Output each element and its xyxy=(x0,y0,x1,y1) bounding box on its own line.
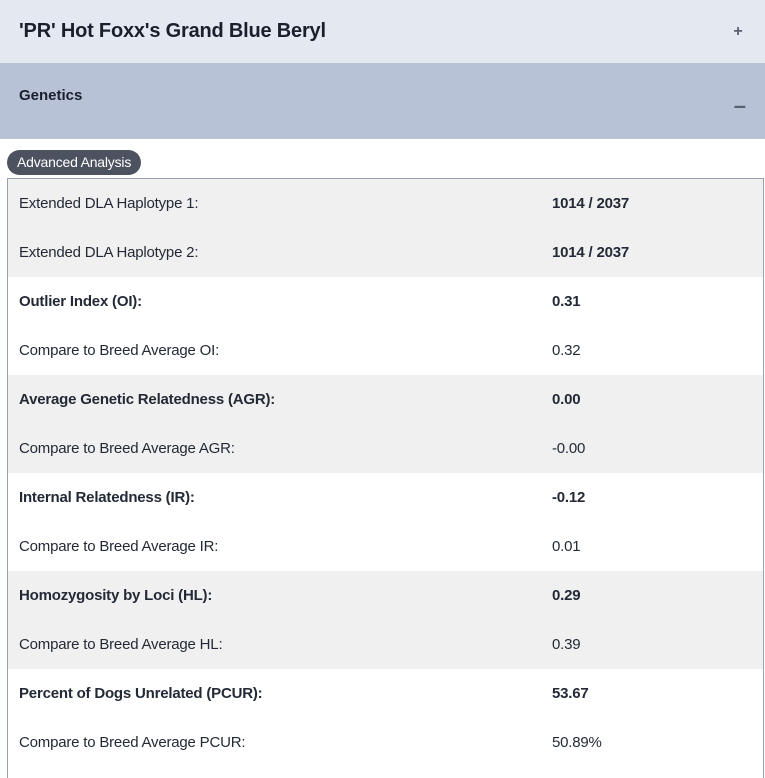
table-row: Average Genetic Relatedness (AGR): 0.00 xyxy=(8,375,763,424)
table-row: Compare to Breed Average OI: 0.32 xyxy=(8,326,763,375)
genetics-analysis-table: Extended DLA Haplotype 1: 1014 / 2037 Ex… xyxy=(7,178,764,778)
row-value: -0.00 xyxy=(552,440,586,457)
row-value: 0.32 xyxy=(552,342,581,359)
row-value: 1014 / 2037 xyxy=(552,244,630,261)
row-label: Average Genetic Relatedness (AGR): xyxy=(19,391,276,408)
row-label: Extended DLA Haplotype 2: xyxy=(19,244,199,261)
row-value: -0.12 xyxy=(552,489,586,506)
table-row: Compare to Breed Average IR: 0.01 xyxy=(8,522,763,571)
table-row: Extended DLA Haplotype 2: 1014 / 2037 xyxy=(8,228,763,277)
row-label: Compare to Breed Average PCUR: xyxy=(19,734,246,751)
dog-name-accordion-header[interactable]: 'PR' Hot Foxx's Grand Blue Beryl + xyxy=(0,0,765,63)
row-value: 0.29 xyxy=(552,587,581,604)
genetics-section-title: Genetics xyxy=(19,86,83,104)
table-row: Compare to Breed Average HL: 0.39 xyxy=(8,620,763,669)
row-value: 0.39 xyxy=(552,636,581,653)
table-row: Homozygosity by Loci (HL): 0.29 xyxy=(8,571,763,620)
genetics-section-header[interactable]: Genetics – xyxy=(0,63,765,139)
row-label: Compare to Breed Average HL: xyxy=(19,636,223,653)
expand-plus-icon[interactable]: + xyxy=(733,22,743,40)
row-label: Outlier Index (OI): xyxy=(19,293,142,310)
row-value: 0.00 xyxy=(552,391,581,408)
table-row: Percent of Dogs Unrelated (PCUR): 53.67 xyxy=(8,669,763,718)
row-value: 1014 / 2037 xyxy=(552,195,630,212)
row-label: Percent of Dogs Unrelated (PCUR): xyxy=(19,685,263,702)
advanced-analysis-badge: Advanced Analysis xyxy=(7,150,142,175)
table-row: Outlier Index (OI): 0.31 xyxy=(8,277,763,326)
row-value: 50.89% xyxy=(552,734,602,751)
table-row: Extended DLA Haplotype 1: 1014 / 2037 xyxy=(8,179,763,228)
table-row: Compare to Breed Average AGR: -0.00 xyxy=(8,424,763,473)
row-label: Homozygosity by Loci (HL): xyxy=(19,587,213,604)
dog-name-title: 'PR' Hot Foxx's Grand Blue Beryl xyxy=(19,20,326,42)
row-label: Compare to Breed Average AGR: xyxy=(19,440,235,457)
row-label: Compare to Breed Average OI: xyxy=(19,342,220,359)
row-label: Extended DLA Haplotype 1: xyxy=(19,195,199,212)
table-row: Internal Relatedness (IR): -0.12 xyxy=(8,473,763,522)
row-label: Internal Relatedness (IR): xyxy=(19,489,195,506)
table-row: Compare to Breed Average PCUR: 50.89% xyxy=(8,718,763,767)
collapse-minus-icon[interactable]: – xyxy=(733,93,746,118)
row-value: 0.01 xyxy=(552,538,581,555)
row-label: Compare to Breed Average IR: xyxy=(19,538,219,555)
row-value: 53.67 xyxy=(552,685,589,702)
row-value: 0.31 xyxy=(552,293,581,310)
